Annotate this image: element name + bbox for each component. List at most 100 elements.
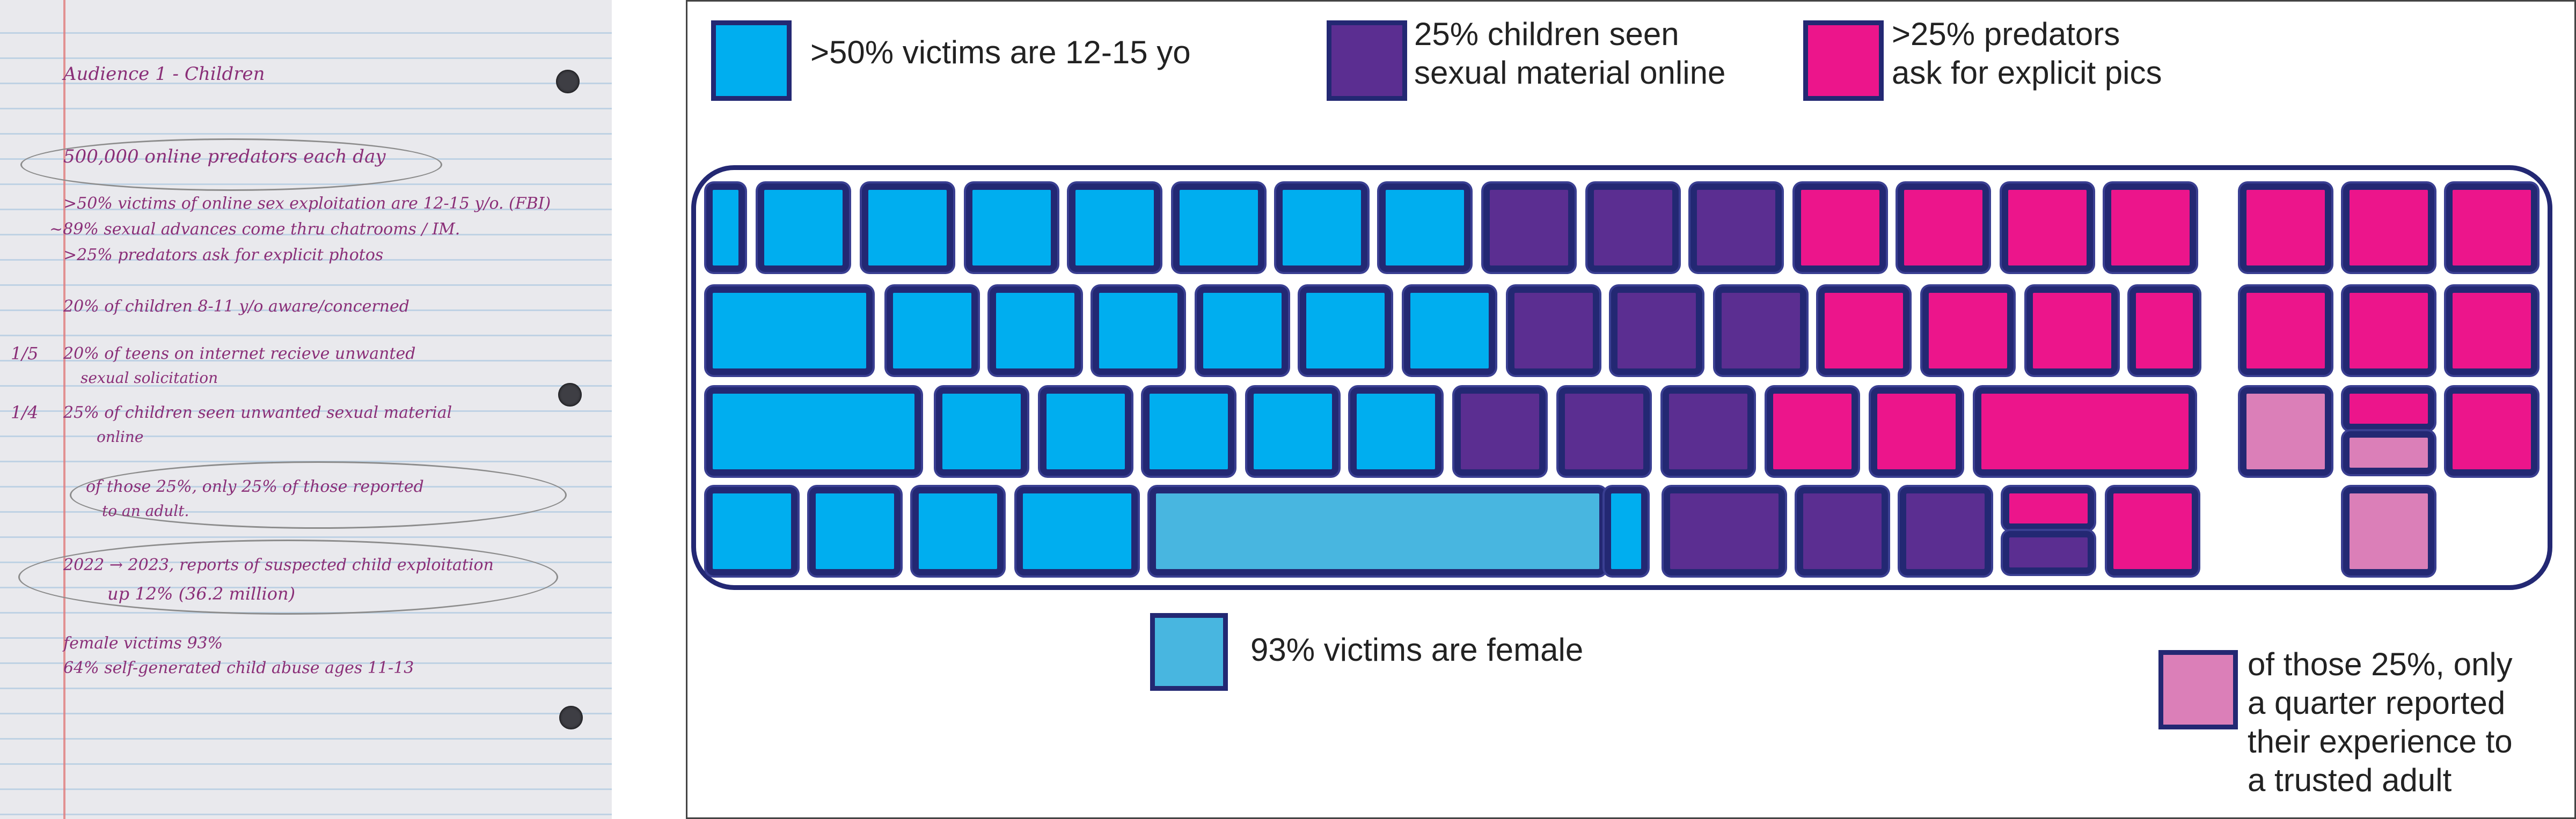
notebook-rule-line (0, 662, 612, 664)
keyboard-key (1093, 286, 1184, 375)
keyboard-key (706, 183, 745, 272)
keyboard-key (1150, 487, 1606, 575)
keyboard-key (2343, 431, 2434, 474)
notebook-rule-line (0, 259, 612, 261)
keyboard-key (1898, 183, 1989, 272)
keyboard-key (2343, 286, 2434, 375)
keyboard-key (2343, 387, 2434, 430)
keyboard-key (2240, 286, 2331, 375)
legend-swatch-light-blue (1150, 613, 1228, 691)
notebook-line: 25% of children seen unwanted sexual mat… (63, 403, 452, 422)
notebook-photo: Audience 1 - Children 500,000 online pre… (0, 0, 612, 819)
notebook-rule-line (0, 688, 612, 689)
notebook-line: 20% of children 8-11 y/o aware/concerned (63, 297, 409, 316)
keyboard-key (2446, 183, 2537, 272)
notebook-rule-line (0, 57, 612, 59)
keyboard-key (1300, 286, 1391, 375)
notebook-heading: Audience 1 - Children (63, 63, 265, 85)
legend-text-material: 25% children seen sexual material online (1414, 16, 1726, 91)
notebook-line: 500,000 online predators each day (63, 146, 386, 167)
keyboard-key (1605, 487, 1648, 575)
keyboard-key (2003, 531, 2094, 574)
keyboard-key (1611, 286, 1702, 375)
legend-text-age: >50% victims are 12-15 yo (810, 34, 1191, 70)
keyboard-key (2129, 286, 2199, 375)
keyboard-key (1900, 487, 1991, 575)
keyboard-key (1922, 286, 2014, 375)
keyboard-key (2105, 183, 2196, 272)
keyboard-key (2240, 183, 2331, 272)
keyboard-key (887, 286, 978, 375)
legend-swatch-pink (2158, 650, 2238, 729)
keyboard-key (1454, 387, 1546, 476)
keyboard-key (1483, 183, 1575, 272)
notebook-rule-line (0, 360, 612, 361)
keyboard-key (2107, 487, 2198, 575)
keyboard-key (1663, 387, 1754, 476)
legend-text-reported: of those 25%, only a quarter reported th… (2248, 646, 2513, 798)
keyboard-key (912, 487, 1004, 575)
keyboard-key (966, 183, 1057, 272)
keyboard-key (706, 387, 921, 476)
legend-swatch-purple (1327, 20, 1407, 101)
notebook-rule-line (0, 788, 612, 790)
keyboard-key (2002, 183, 2093, 272)
notebook-line: to an adult. (102, 502, 189, 520)
notebook-line: ~89% sexual advances come thru chatrooms… (49, 220, 460, 239)
notebook-rule-line (0, 83, 612, 84)
notebook-rule-line (0, 133, 612, 135)
legend-text-predators: >25% predators ask for explicit pics (1892, 16, 2162, 91)
keyboard-key (1715, 286, 1806, 375)
notebook-rule-line (0, 335, 612, 336)
notebook-rule-line (0, 309, 612, 311)
keyboard-key (1276, 183, 1367, 272)
sketch-oval (20, 138, 442, 191)
notebook-line: >25% predators ask for explicit photos (63, 246, 384, 264)
notebook-rule-line (0, 814, 612, 815)
keyboard-key (1558, 387, 1650, 476)
keyboard-key (1143, 387, 1234, 476)
keyboard-key (1016, 487, 1138, 575)
notebook-rule-line (0, 234, 612, 235)
binder-hole (558, 383, 582, 407)
keyboard-key (1975, 387, 2195, 476)
notebook-rule-line (0, 536, 612, 538)
margin-note: 1/4 (11, 402, 39, 423)
keyboard-key (1871, 387, 1962, 476)
keyboard-key (1587, 183, 1679, 272)
keyboard-key (2026, 286, 2118, 375)
keyboard-key (1664, 487, 1785, 575)
keyboard-key (2343, 487, 2434, 575)
keyboard-key (936, 387, 1027, 476)
keyboard-key (1404, 286, 1495, 375)
keyboard-key (2446, 286, 2537, 375)
keyboard-key (758, 183, 849, 272)
keyboard-key (706, 286, 873, 375)
notebook-line: sexual solicitation (80, 369, 218, 387)
keyboard-key (1690, 183, 1782, 272)
notebook-rule-line (0, 713, 612, 714)
keyboard-key (2446, 387, 2537, 476)
keyboard-key (706, 487, 797, 575)
keyboard-key (1767, 387, 1858, 476)
notebook-rule-line (0, 410, 612, 412)
notebook-margin-line (63, 0, 65, 819)
binder-hole (559, 706, 583, 729)
notebook-line: >50% victims of online sex exploitation … (63, 194, 551, 213)
keyboard-key (1197, 286, 1288, 375)
notebook-rule-line (0, 284, 612, 286)
keyboard-key (1040, 387, 1131, 476)
notebook-rule-line (0, 385, 612, 387)
notebook-line: 64% self-generated child abuse ages 11-1… (63, 659, 414, 677)
legend-text-female: 93% victims are female (1250, 632, 1584, 668)
keyboard-key (1173, 183, 1264, 272)
notebook-rule-line (0, 209, 612, 210)
keyboard-key (1797, 487, 1888, 575)
keyboard-key (2343, 183, 2434, 272)
keyboard-key (2240, 387, 2331, 476)
keyboard-key (1350, 387, 1441, 476)
keyboard-key (1818, 286, 1909, 375)
keyboard-key (1247, 387, 1338, 476)
notebook-line: of those 25%, only 25% of those reported (86, 477, 424, 496)
notebook-line: 2022 → 2023, reports of suspected child … (63, 556, 494, 574)
